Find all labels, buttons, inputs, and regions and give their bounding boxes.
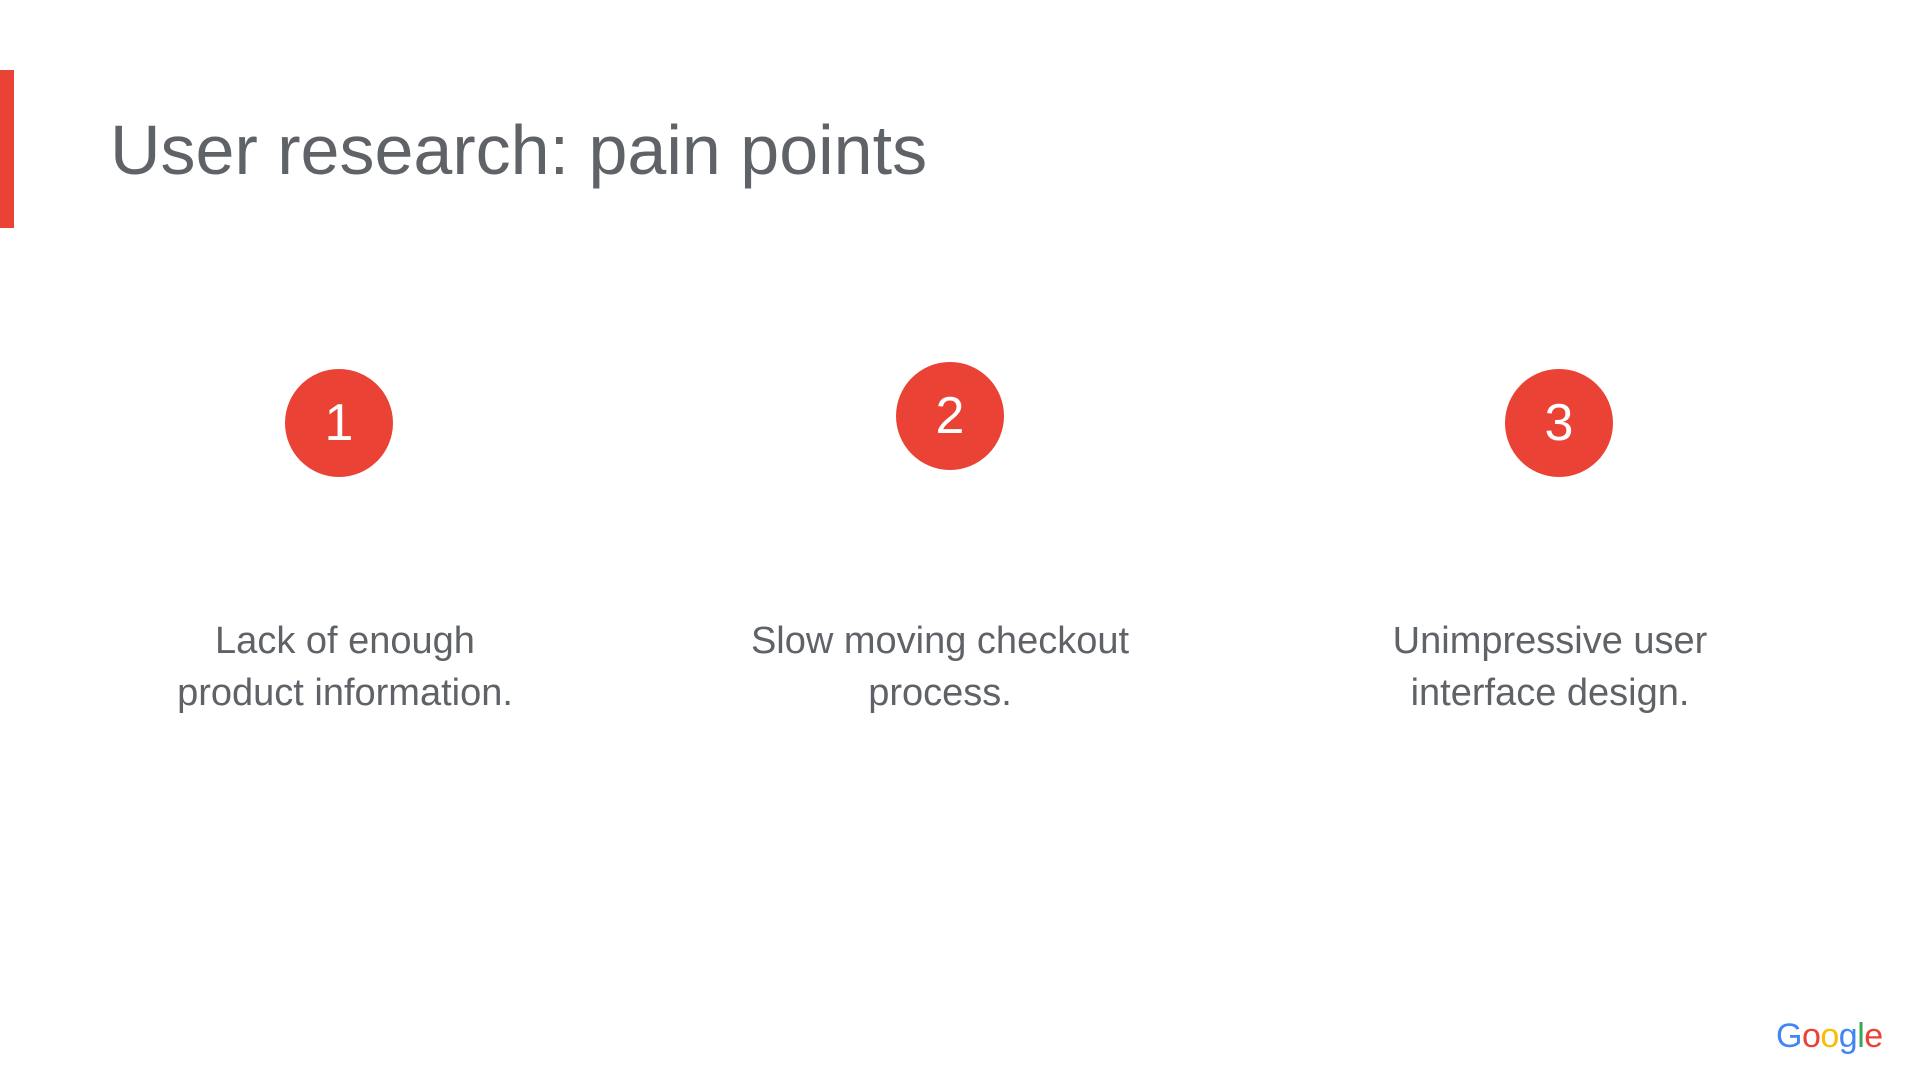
pain-point-1-number: 1 — [285, 369, 393, 477]
google-logo-letter: e — [1864, 1017, 1883, 1055]
pain-point-3-line-2: interface design. — [1410, 672, 1690, 714]
slide-title: User research: pain points — [110, 111, 928, 189]
pain-point-1-line-1: Lack of enough — [215, 620, 475, 662]
pain-point-3-line-1: Unimpressive user — [1392, 620, 1708, 662]
accent-bar — [0, 70, 14, 228]
google-logo-letter: o — [1801, 1017, 1821, 1055]
pain-point-1-line-2: product information. — [177, 672, 513, 714]
google-logo-letter: g — [1838, 1017, 1858, 1055]
pain-point-2-number: 2 — [896, 362, 1004, 470]
pain-point-3-number: 3 — [1505, 369, 1613, 477]
pain-point-1-text: Lack of enough product information. — [95, 615, 595, 719]
pain-point-2-line-2: process. — [868, 672, 1012, 714]
google-logo-letter: o — [1820, 1017, 1839, 1055]
google-logo: Google — [1776, 1016, 1883, 1056]
pain-point-2-text: Slow moving checkout process. — [690, 615, 1190, 719]
google-logo-letter: G — [1776, 1017, 1802, 1055]
pain-point-3-text: Unimpressive user interface design. — [1300, 615, 1800, 719]
google-logo-letter: l — [1857, 1017, 1865, 1055]
pain-point-2-line-1: Slow moving checkout — [750, 620, 1130, 662]
